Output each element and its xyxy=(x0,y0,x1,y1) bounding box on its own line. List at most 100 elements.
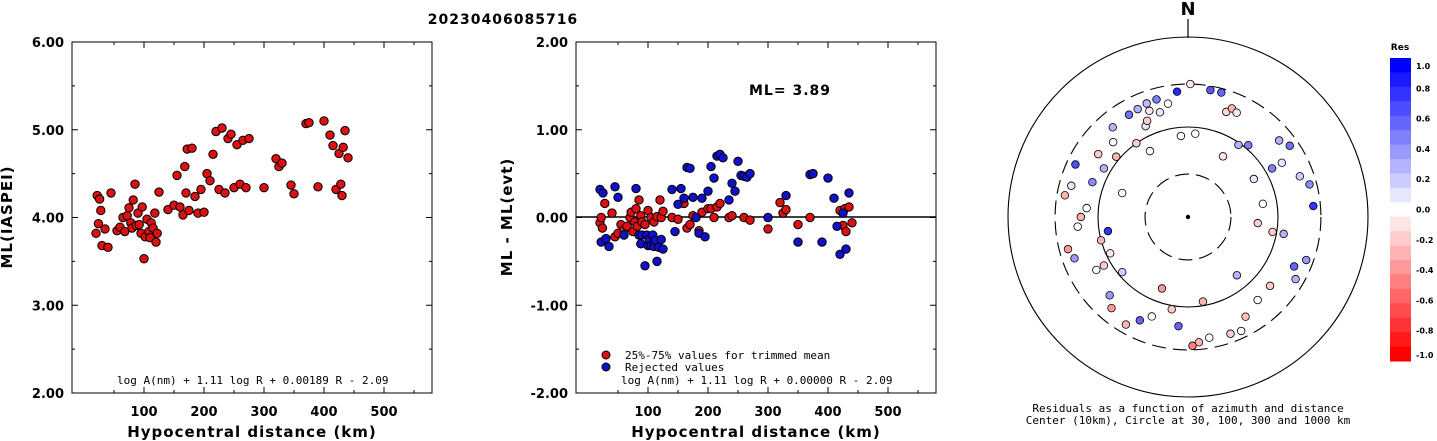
station-marker xyxy=(1118,268,1127,277)
rejected-point xyxy=(697,193,707,203)
figure-title: 20230406085716 xyxy=(428,12,578,28)
p1-formula: log A(nm) + 1.11 log R + 0.00189 R - 2.0… xyxy=(117,374,389,387)
data-point xyxy=(91,228,101,238)
rejected-point xyxy=(727,178,737,188)
station-marker xyxy=(1191,129,1200,138)
colorbar-swatch xyxy=(1390,187,1411,203)
p1-ytick-label: 3.00 xyxy=(32,299,64,314)
accepted-point xyxy=(763,224,773,234)
p3-stations xyxy=(1060,79,1318,350)
panel-ml-vs-distance: 100 200 300 400 500 2.00 3.00 4.00 5.00 6.00 log … xyxy=(0,36,433,441)
p1-ytick-label: 4.00 xyxy=(32,212,64,227)
station-marker xyxy=(1112,152,1121,161)
rejected-point xyxy=(598,188,608,198)
station-marker xyxy=(1117,188,1127,198)
rejected-point xyxy=(703,186,713,196)
station-marker xyxy=(1076,212,1086,222)
rejected-point xyxy=(829,193,839,203)
rejected-point xyxy=(691,212,701,223)
station-marker xyxy=(1186,79,1195,89)
p2-x-axis-label: Hypocentral distance (km) xyxy=(631,423,881,441)
rejected-point xyxy=(658,244,668,254)
rejected-point xyxy=(688,192,698,203)
colorbar-tick-label: 1.0 xyxy=(1416,62,1431,71)
station-marker xyxy=(1063,244,1073,254)
station-marker xyxy=(1249,174,1259,184)
data-point xyxy=(208,149,218,160)
station-marker xyxy=(1155,108,1165,117)
p1-x-axis-label: Hypocentral distance (km) xyxy=(127,423,377,441)
data-point xyxy=(340,125,350,136)
p2-formula: log A(nm) + 1.11 log R + 0.00000 R - 2.0… xyxy=(621,374,893,387)
data-point xyxy=(244,133,254,144)
panel-residual-azimuth: N Residuals as a function of azimuth and… xyxy=(1007,0,1434,427)
p2-xtick-label: 500 xyxy=(874,405,901,420)
data-point xyxy=(137,202,147,212)
station-marker xyxy=(1285,141,1294,150)
rejected-point xyxy=(670,226,680,237)
station-marker xyxy=(1099,164,1109,173)
data-point xyxy=(343,153,353,163)
ring-1000km xyxy=(1007,36,1369,398)
station-marker xyxy=(1147,312,1156,321)
station-marker xyxy=(1258,199,1268,208)
p1-ytick-label: 5.00 xyxy=(32,124,64,139)
p3-rings xyxy=(1007,36,1369,398)
station-marker xyxy=(1132,139,1141,148)
station-marker xyxy=(1295,172,1305,181)
station-marker xyxy=(1094,149,1103,159)
station-marker xyxy=(1176,131,1186,141)
rejected-point xyxy=(676,183,686,194)
p1-xtick-label: 200 xyxy=(190,405,217,420)
p2-ticks: 100 200 300 400 500 -2.00 -1.00 0.00 1.00 2.00 xyxy=(531,36,936,420)
data-point xyxy=(187,143,197,153)
data-point xyxy=(181,188,191,198)
station-marker xyxy=(1253,295,1262,305)
rejected-point xyxy=(656,234,666,245)
caption-line-2: Center (10km), Circle at 30, 100, 300 an… xyxy=(1026,414,1351,427)
data-point xyxy=(196,184,206,195)
station-marker xyxy=(1218,152,1228,161)
p2-ytick-label: 0.00 xyxy=(536,212,568,227)
p2-ytick-label: -1.00 xyxy=(531,299,568,314)
data-point xyxy=(199,207,209,217)
station-marker xyxy=(1124,110,1134,119)
p1-xtick-label: 500 xyxy=(370,405,397,420)
data-point xyxy=(154,187,164,197)
station-marker xyxy=(1194,338,1204,347)
accepted-point xyxy=(781,204,791,215)
colorbar-swatch xyxy=(1390,72,1411,88)
data-point xyxy=(103,242,113,253)
accepted-point xyxy=(685,219,695,230)
colorbar-tick-label: 0.6 xyxy=(1416,115,1431,124)
rejected-point xyxy=(808,168,818,179)
data-point xyxy=(184,205,194,216)
station-marker xyxy=(1267,164,1277,173)
data-point xyxy=(180,161,190,172)
colorbar-swatch xyxy=(1390,288,1411,304)
station-marker xyxy=(1071,160,1080,169)
p1-points xyxy=(91,116,353,264)
station-marker xyxy=(1172,87,1182,96)
caption-line-1: Residuals as a function of azimuth and d… xyxy=(1032,402,1343,415)
colorbar-swatch xyxy=(1390,274,1411,290)
data-point xyxy=(175,202,185,212)
station-marker xyxy=(1205,333,1214,342)
rejected-point xyxy=(832,221,842,231)
colorbar: 1.0 0.8 0.6 0.4 0.2 0.0 -0.2 -0.4 -0.6 -0.8 -1.0 xyxy=(1390,58,1434,362)
accepted-point xyxy=(793,219,803,230)
station-marker xyxy=(1188,341,1197,350)
station-marker xyxy=(1082,203,1091,213)
colorbar-tick-label: -0.4 xyxy=(1416,266,1434,275)
station-marker xyxy=(1108,123,1117,132)
colorbar-tick-label: 0.2 xyxy=(1416,175,1430,184)
rejected-point xyxy=(838,208,848,218)
station-marker xyxy=(1073,222,1082,231)
station-marker xyxy=(1108,137,1118,147)
legend-label-rejected: Rejected values xyxy=(625,361,724,374)
accepted-point xyxy=(715,198,725,209)
accepted-point xyxy=(844,202,854,212)
rejected-point xyxy=(793,237,803,247)
colorbar-tick-label: 0.8 xyxy=(1416,84,1431,93)
